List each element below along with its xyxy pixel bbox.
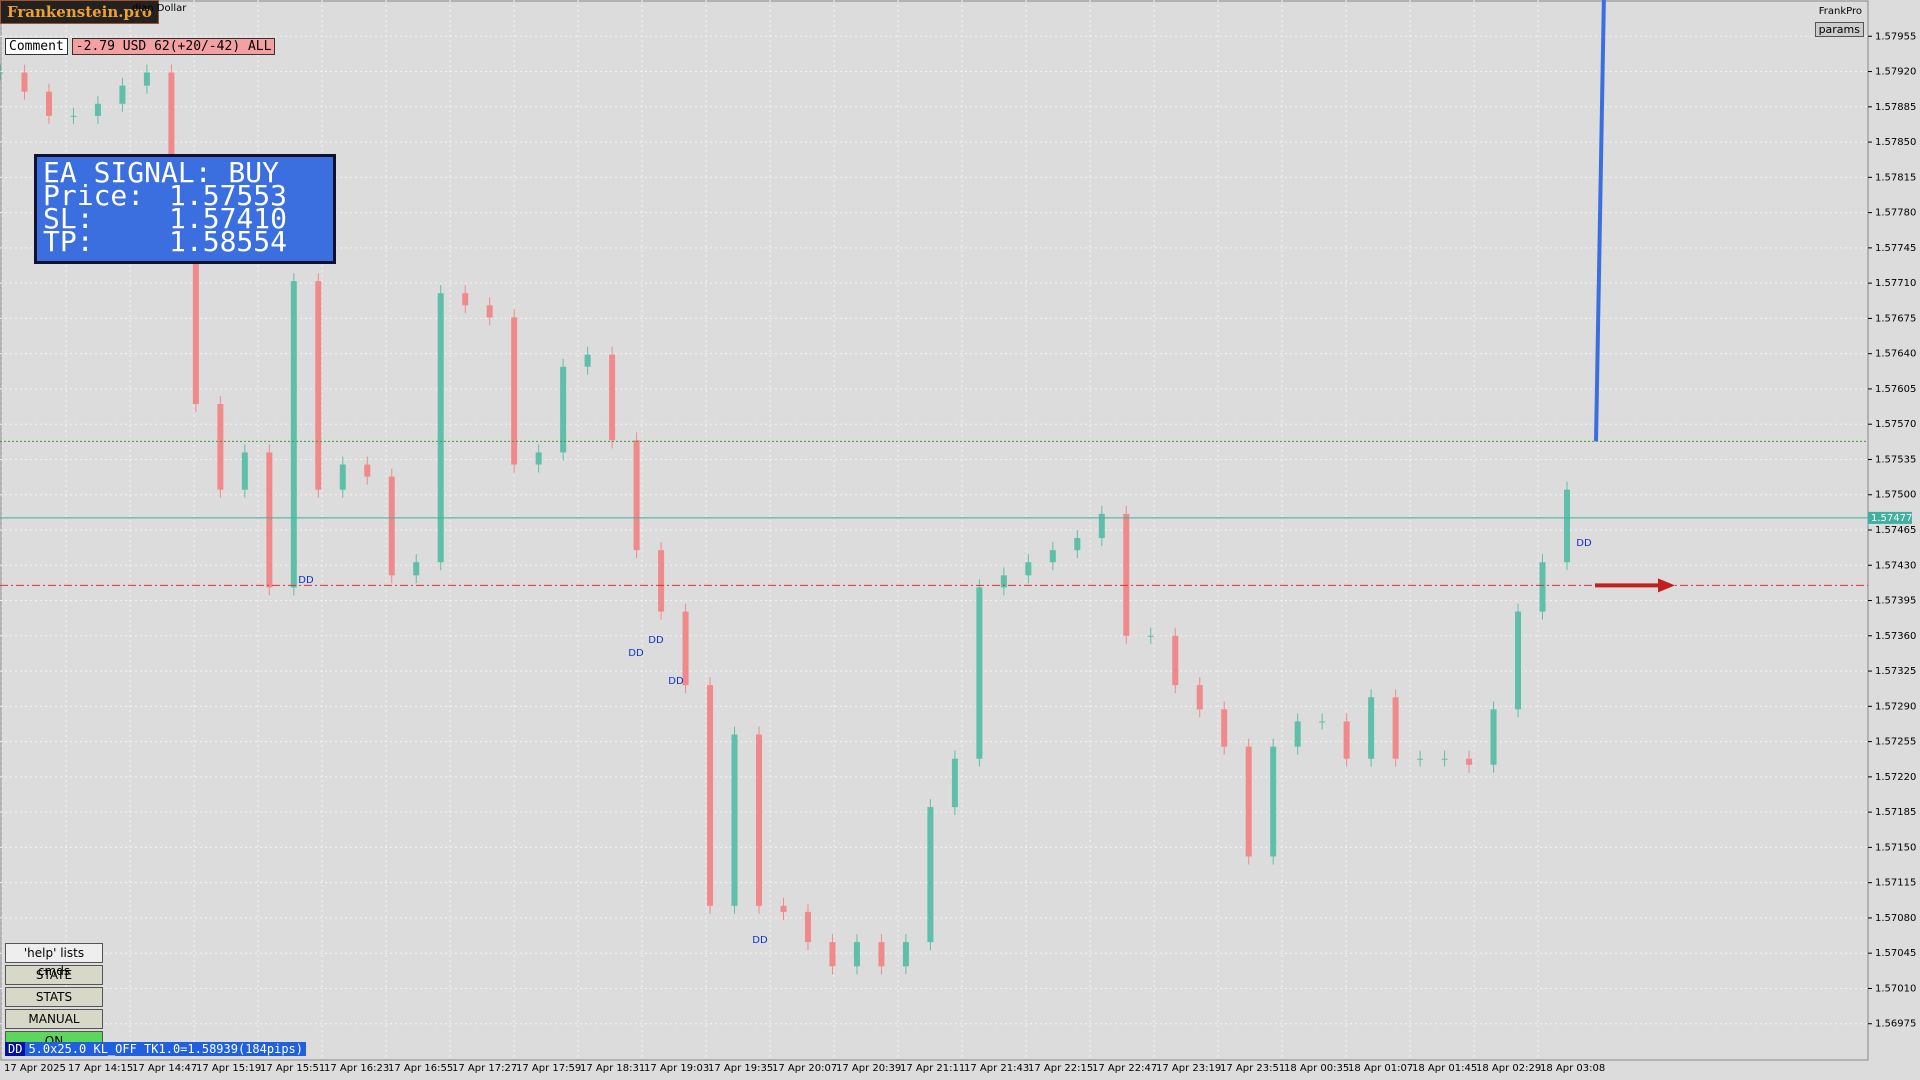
y-tick-label: 1.57640 [1875, 349, 1916, 360]
button[interactable]: MANUAL [5, 1009, 103, 1029]
y-tick-label: 1.57605 [1875, 384, 1916, 395]
y-tick-label: 1.57220 [1875, 772, 1916, 783]
x-tick-label: 17 Apr 22:47 [1092, 1063, 1157, 1074]
y-tick-label: 1.57710 [1875, 278, 1916, 289]
dd-marker: DD [298, 575, 314, 586]
signal-row: TP: 1.58554 [43, 225, 333, 258]
x-tick-label: 17 Apr 14:47 [132, 1063, 197, 1074]
value: 1.57553 [169, 179, 288, 212]
brand: Frankenstein.pro [0, 0, 159, 24]
y-tick-label: 1.57255 [1875, 737, 1916, 748]
x-tick-label: 17 Apr 14:15 [68, 1063, 133, 1074]
x-tick-label: 17 Apr 22:15 [1028, 1063, 1093, 1074]
x-tick-label: 17 Apr 15:19 [196, 1063, 261, 1074]
symbol: dian Dollar [132, 3, 187, 14]
y-tick-label: 1.57465 [1875, 525, 1916, 536]
x-tick-label: 17 Apr 16:55 [388, 1063, 453, 1074]
button[interactable]: 'help' lists cmds [5, 943, 103, 978]
x-tick-label: 17 Apr 17:27 [452, 1063, 517, 1074]
x-tick-label: 17 Apr 20:07 [772, 1063, 837, 1074]
status-tag: DD [5, 1042, 26, 1056]
y-tick-label: 1.57920 [1875, 67, 1916, 78]
signal-row: SL: 1.57410 [43, 202, 333, 235]
button[interactable]: STATE [5, 965, 103, 985]
params-button[interactable]: params [1814, 22, 1864, 37]
dd-marker: DD [628, 648, 644, 659]
x-tick-label: 17 Apr 20:39 [836, 1063, 901, 1074]
x-tick-label: 17 Apr 23:19 [1156, 1063, 1221, 1074]
y-tick-label: 1.57115 [1875, 878, 1916, 889]
y-tick-label: 1.57360 [1875, 631, 1916, 642]
label: TP: [43, 225, 94, 258]
x-tick-label: 17 Apr 16:23 [324, 1063, 389, 1074]
y-tick-label: 1.57045 [1875, 948, 1916, 959]
y-tick-label: 1.57885 [1875, 102, 1916, 113]
signal-row: Price: 1.57553 [43, 179, 333, 212]
x-tick-label: 17 Apr 23:51 [1220, 1063, 1285, 1074]
x-tick-label: 17 Apr 21:43 [964, 1063, 1029, 1074]
x-tick-label: 18 Apr 00:35 [1284, 1063, 1349, 1074]
y-tick-label: 1.57955 [1875, 31, 1916, 42]
dd-marker: DD [668, 676, 684, 687]
comment-label: Comment [5, 38, 68, 55]
y-tick-label: 1.57815 [1875, 172, 1916, 183]
x-tick-label: 18 Apr 02:29 [1476, 1063, 1541, 1074]
y-tick-label: 1.56975 [1875, 1019, 1916, 1030]
y-tick-label: 1.57500 [1875, 490, 1916, 501]
y-tick-label: 1.57010 [1875, 983, 1916, 994]
status-text: 5.0x25.0 KL_OFF TK1.0=1.58939(184pips) [25, 1042, 306, 1056]
y-tick-label: 1.57780 [1875, 208, 1916, 219]
y-tick-label: 1.57325 [1875, 666, 1916, 677]
y-tick-label: 1.57395 [1875, 596, 1916, 607]
signal-box: EA SIGNAL: BUY Price: 1.57553 SL: 1.57410 … [34, 154, 336, 264]
label: SL: [43, 202, 94, 235]
y-tick-label: 1.57080 [1875, 913, 1916, 924]
x-tick-label: 18 Apr 01:45 [1412, 1063, 1477, 1074]
value: 1.57410 [169, 202, 288, 235]
y-tick-label: 1.57675 [1875, 313, 1916, 324]
platform: FrankPro [1818, 6, 1862, 17]
x-tick-label: 17 Apr 2025 [4, 1063, 66, 1074]
y-tick-label: 1.57850 [1875, 137, 1916, 148]
dd-marker: DD [1576, 538, 1592, 549]
current-price-label: 1.57477 [1871, 513, 1912, 524]
x-tick-label: 17 Apr 19:03 [644, 1063, 709, 1074]
status-bar: DD 5.0x25.0 KL_OFF TK1.0=1.58939(184pips… [5, 1042, 306, 1056]
y-tick-label: 1.57745 [1875, 243, 1916, 254]
x-tick-label: 17 Apr 17:59 [516, 1063, 581, 1074]
y-tick-label: 1.57570 [1875, 419, 1916, 430]
x-tick-label: 17 Apr 19:35 [708, 1063, 773, 1074]
signal-title: EA SIGNAL: BUY [43, 156, 280, 189]
dd-marker: DD [648, 635, 664, 646]
y-tick-label: 1.57150 [1875, 842, 1916, 853]
buttons: 'help' lists cmds STATE STATS MANUAL ON [5, 943, 103, 1053]
x-tick-label: 17 Apr 15:51 [260, 1063, 325, 1074]
y-tick-label: 1.57535 [1875, 454, 1916, 465]
y-tick-label: 1.57185 [1875, 807, 1916, 818]
candle [0, 72, 3, 74]
button[interactable]: STATS [5, 987, 103, 1007]
comment-value: -2.79 USD 62(+20/-42) ALL [71, 38, 276, 55]
x-tick-label: 17 Apr 18:31 [580, 1063, 645, 1074]
sl-arrowhead [1658, 578, 1675, 593]
x-tick-label: 18 Apr 03:08 [1540, 1063, 1605, 1074]
current-price-tag [1868, 511, 1912, 524]
y-tick-label: 1.57290 [1875, 701, 1916, 712]
comment: Comment -2.79 USD 62(+20/-42) ALL [5, 38, 276, 55]
x-tick-label: 17 Apr 21:11 [900, 1063, 965, 1074]
y-tick-label: 1.57430 [1875, 560, 1916, 571]
value: 1.58554 [169, 225, 288, 258]
tp-line [1594, 0, 1606, 442]
x-tick-label: 18 Apr 01:07 [1348, 1063, 1413, 1074]
dd-marker: DD [752, 935, 768, 946]
label: Price: [43, 179, 145, 212]
